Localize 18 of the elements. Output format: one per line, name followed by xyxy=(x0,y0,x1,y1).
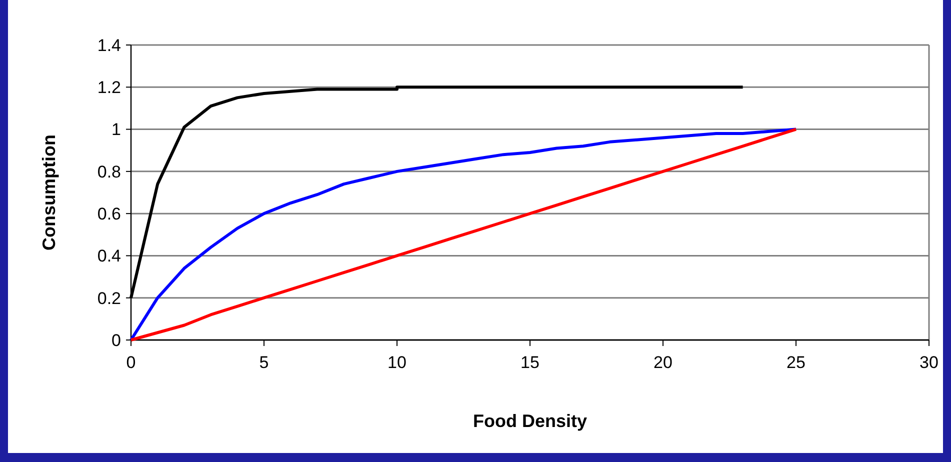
y-tick-label: 1 xyxy=(112,120,121,140)
y-tick-label: 0.6 xyxy=(97,204,121,224)
y-tick-label: 0.2 xyxy=(97,288,121,308)
line-series xyxy=(130,128,798,342)
y-axis-title: Consumption xyxy=(39,134,59,250)
x-tick-label: 30 xyxy=(920,353,938,372)
y-tick-label: 0 xyxy=(112,330,121,350)
x-tick-label: 10 xyxy=(388,353,406,372)
x-tick-label: 25 xyxy=(786,353,806,372)
y-tick-label: 0.8 xyxy=(97,162,121,182)
x-tick-label: 0 xyxy=(126,353,136,372)
x-tick-label: 20 xyxy=(654,353,672,372)
x-tick-label: 15 xyxy=(520,353,540,372)
y-tick-label: 1.4 xyxy=(97,36,121,55)
x-axis-title: Food Density xyxy=(472,411,588,431)
y-tick-label: 0.4 xyxy=(97,246,121,266)
x-tick-label: 5 xyxy=(259,353,269,372)
y-tick-label: 1.2 xyxy=(97,78,121,98)
